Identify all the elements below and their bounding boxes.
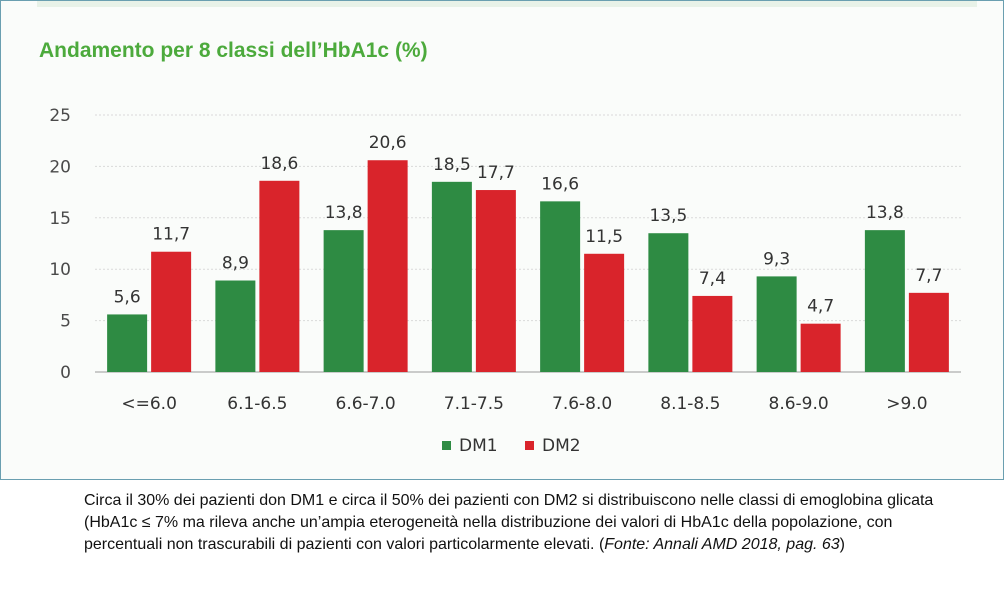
y-tick-label: 15 (49, 209, 71, 229)
bar-chart: 0 5 10 15 20 25 5,6 11,7 <=6.0 8,9 18,6 6.1-6.5 13,8… (49, 106, 961, 456)
legend-label-dm1: DM1 (459, 436, 498, 456)
y-tick-label: 0 (60, 363, 71, 383)
data-label: 11,7 (152, 225, 190, 245)
data-label: 9,3 (763, 249, 790, 269)
y-tick-label: 20 (49, 157, 71, 177)
data-label: 5,6 (114, 287, 141, 307)
bar-dm1 (215, 280, 256, 372)
x-tick-label: 7.1-7.5 (444, 394, 504, 414)
data-label: 7,7 (915, 266, 942, 286)
y-tick-label: 10 (49, 260, 71, 280)
data-label: 17,7 (477, 163, 515, 183)
bar-dm2 (800, 323, 841, 372)
figure-caption: Circa il 30% dei pazienti don DM1 e circ… (84, 490, 964, 556)
bar-dm1 (648, 233, 689, 372)
x-tick-label: >9.0 (886, 394, 927, 414)
x-tick-label: 6.6-7.0 (336, 394, 396, 414)
bar-dm2 (475, 190, 516, 372)
caption-source: Fonte: Annali AMD 2018, pag. 63 (604, 536, 840, 553)
legend-label-dm2: DM2 (542, 436, 581, 456)
bar-dm1 (431, 181, 472, 372)
chart-title: Andamento per 8 classi dell’HbA1c (%) (39, 39, 428, 62)
bar-dm2 (367, 160, 408, 372)
data-label: 16,6 (541, 174, 579, 194)
data-label: 18,6 (260, 154, 298, 174)
data-label: 13,8 (866, 203, 904, 223)
legend-swatch-dm1 (442, 441, 451, 450)
x-tick-label: 8.6-9.0 (769, 394, 829, 414)
bar-dm2 (259, 180, 300, 372)
x-tick-label: 8.1-8.5 (660, 394, 720, 414)
chart-figure: Andamento per 8 classi dell’HbA1c (%) 0 5… (0, 0, 1004, 480)
bar-dm1 (540, 201, 581, 372)
data-label: 20,6 (369, 133, 407, 153)
data-label: 18,5 (433, 155, 471, 175)
bar-dm2 (151, 251, 192, 372)
y-tick-label: 5 (60, 312, 71, 332)
bar-dm2 (908, 292, 949, 372)
caption-close: ) (839, 536, 845, 553)
x-tick-label: <=6.0 (121, 394, 177, 414)
data-label: 4,7 (807, 297, 834, 317)
data-label: 8,9 (222, 254, 249, 274)
data-label: 11,5 (585, 227, 623, 247)
data-label: 7,4 (699, 269, 726, 289)
bar-dm1 (756, 276, 797, 372)
bar-dm2 (692, 295, 733, 372)
bar-dm1 (107, 314, 148, 372)
bar-dm1 (323, 230, 364, 372)
y-tick-label: 25 (49, 106, 71, 126)
data-label: 13,8 (325, 203, 363, 223)
x-tick-label: 6.1-6.5 (227, 394, 287, 414)
top-accent-bar (37, 1, 977, 7)
x-tick-label: 7.6-8.0 (552, 394, 612, 414)
caption-text: Circa il 30% dei pazienti don DM1 e circ… (84, 492, 934, 553)
data-label: 13,5 (649, 206, 687, 226)
bar-dm1 (864, 230, 905, 372)
legend-swatch-dm2 (525, 441, 534, 450)
bar-dm2 (584, 253, 625, 372)
